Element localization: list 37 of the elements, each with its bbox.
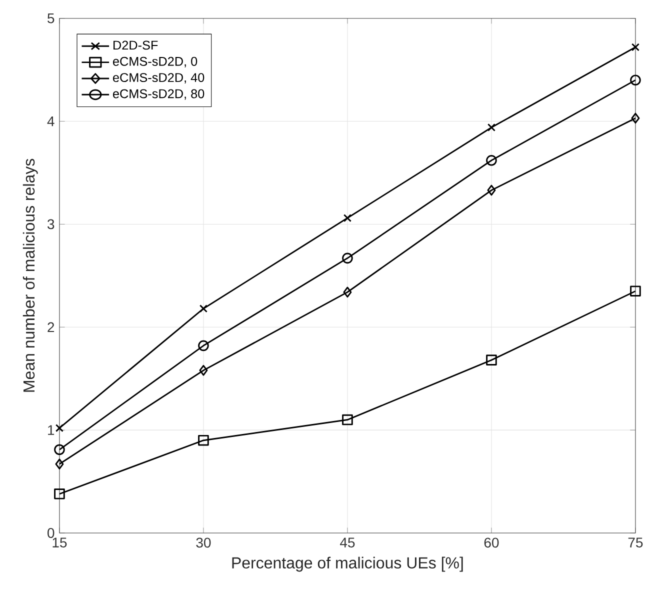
point (487, 123, 496, 132)
point (486, 354, 497, 366)
point (342, 252, 353, 264)
point (199, 304, 208, 313)
point (54, 488, 65, 500)
point (486, 154, 497, 166)
point (199, 364, 208, 376)
point (55, 458, 64, 470)
point (343, 214, 352, 222)
point (198, 340, 209, 352)
y-tick-label: 4 (47, 116, 54, 126)
point (630, 286, 641, 297)
point (198, 434, 209, 446)
point (631, 43, 640, 52)
point (630, 74, 641, 86)
y-tick-label: 0 (48, 528, 54, 538)
x-tick-label: 15 (52, 538, 67, 548)
legend-label: eCMS-sD2D, 40 (113, 73, 204, 84)
legend-label: eCMS-sD2D, 0 (113, 56, 198, 68)
legend-label: eCMS-sD2D, 80 (113, 89, 204, 100)
point (631, 112, 640, 124)
x-tick-label: 75 (628, 538, 643, 548)
x-axis-title: Percentage of malicious UEs [%] (232, 556, 463, 572)
point (487, 184, 496, 196)
y-tick-label: 2 (48, 322, 54, 332)
x-tick-label: 60 (484, 538, 499, 548)
legend-label: D2D-SF (114, 40, 158, 50)
x-tick-label: 30 (196, 538, 211, 548)
x-tick-label: 45 (340, 538, 355, 548)
y-tick-label: 1 (48, 425, 54, 435)
point (342, 414, 353, 426)
y-tick-label: 3 (47, 219, 54, 230)
point (54, 444, 65, 456)
point (55, 424, 64, 432)
point (343, 286, 352, 298)
y-tick-label: 5 (48, 13, 54, 24)
y-axis-title: Mean number of malicious relays (22, 158, 38, 392)
